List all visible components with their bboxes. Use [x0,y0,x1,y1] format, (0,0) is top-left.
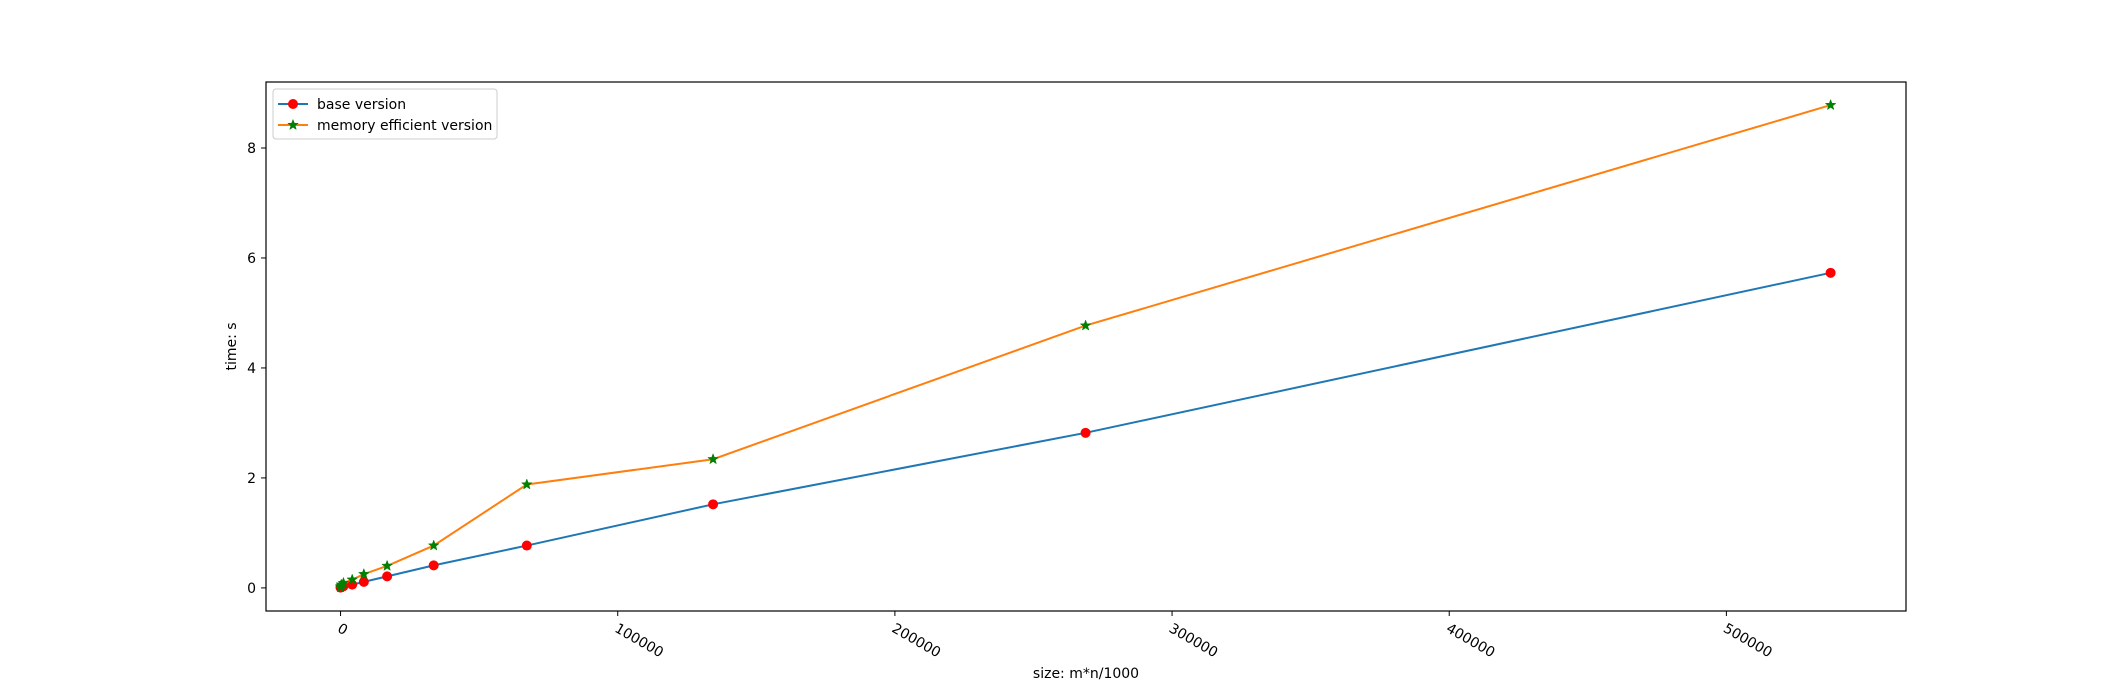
x-tick-label: 400000 [1443,621,1497,662]
x-tick-label: 200000 [889,621,943,662]
x-axis: 0 100000 200000 300000 400000 500000 [335,611,1775,661]
series-line-2 [339,104,1831,588]
y-tick-label: 6 [247,251,256,267]
legend-marker-2 [287,118,299,131]
plot-area-frame [265,81,1907,612]
x-axis-label: size: m*n/1000 [1033,666,1139,682]
legend-label-2: memory efficient version [317,118,492,134]
x-tick-label: 0 [335,621,351,639]
series-1-point [1080,427,1091,438]
series-1-point [358,576,369,587]
series-2-point [1824,98,1837,111]
series-1-point [521,540,532,551]
y-axis-label: time: s [224,322,240,370]
legend-box [272,88,498,140]
series-1-point [708,499,719,510]
series-1-point [428,560,439,571]
x-tick-label: 100000 [612,621,666,662]
series-1-point [382,571,393,582]
legend-marker-1 [288,99,298,109]
legend: base version memory efficient version [272,88,498,140]
series-2-point [381,559,394,571]
y-axis: 0 2 4 6 8 [247,141,266,597]
series-2-point [707,453,719,465]
series-2-point [1079,319,1092,331]
y-tick-label: 4 [247,361,256,377]
y-tick-label: 2 [247,471,256,487]
series-1-point [1825,267,1836,278]
series-2-point [337,576,350,588]
series-2-point [357,567,370,580]
y-tick-label: 8 [247,141,256,157]
x-tick-label: 500000 [1720,621,1774,662]
series-2-point [427,539,440,551]
series-2-point [346,573,359,585]
series-2-point [520,478,533,490]
x-tick-label: 300000 [1166,621,1220,662]
y-tick-label: 0 [247,581,256,597]
legend-label-1: base version [317,97,406,113]
series-layer [334,98,1837,593]
